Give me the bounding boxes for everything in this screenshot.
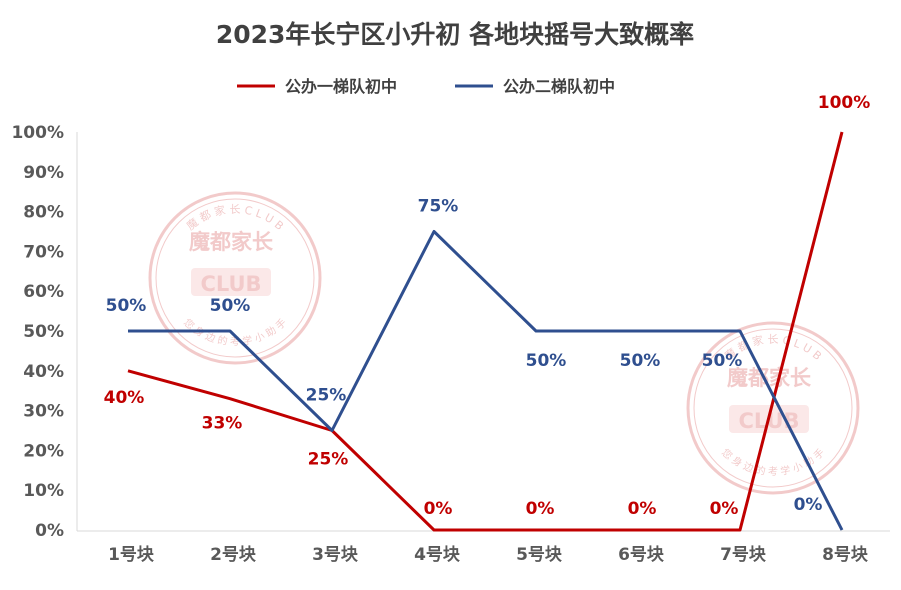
chart-title: 2023年长宁区小升初 各地块摇号大致概率 bbox=[216, 20, 694, 49]
data-label-series-2: 50% bbox=[106, 296, 147, 316]
series-line-1 bbox=[127, 131, 844, 532]
x-tick-label: 1号块 bbox=[108, 545, 155, 565]
x-tick-label: 4号块 bbox=[414, 545, 461, 565]
series-lines bbox=[127, 131, 844, 532]
y-tick-label: 90% bbox=[23, 163, 64, 183]
y-tick-label: 50% bbox=[23, 322, 64, 342]
data-label-series-1: 0% bbox=[628, 499, 657, 519]
data-label-series-2: 0% bbox=[794, 495, 823, 515]
data-label-series-2: 50% bbox=[702, 351, 743, 371]
data-label-series-2: 75% bbox=[418, 197, 459, 217]
x-tick-label: 6号块 bbox=[618, 545, 665, 565]
y-tick-label: 0% bbox=[35, 521, 64, 541]
data-label-series-1: 0% bbox=[710, 499, 739, 519]
data-label-series-2: 50% bbox=[210, 296, 251, 316]
data-label-series-2: 50% bbox=[620, 351, 661, 371]
data-label-series-1: 0% bbox=[424, 499, 453, 519]
legend: 公办一梯队初中 公办二梯队初中 bbox=[237, 77, 615, 96]
data-label-series-1: 25% bbox=[308, 450, 349, 470]
x-tick-labels: 1号块 2号块 3号块 4号块 5号块 6号块 7号块 8号块 bbox=[108, 545, 869, 565]
x-tick-label: 8号块 bbox=[822, 545, 869, 565]
data-label-series-2: 50% bbox=[526, 351, 567, 371]
data-label-series-1: 33% bbox=[202, 414, 243, 434]
y-tick-label: 30% bbox=[23, 402, 64, 422]
watermark-2-ring-bottom: 您 身 边 的 考 学 小 助 手 bbox=[719, 446, 827, 478]
x-tick-label: 7号块 bbox=[720, 545, 767, 565]
data-label-series-1: 100% bbox=[818, 93, 871, 113]
data-label-series-2: 25% bbox=[306, 386, 347, 406]
x-tick-label: 5号块 bbox=[516, 545, 563, 565]
y-tick-label: 60% bbox=[23, 282, 64, 302]
watermark-1-brand: 魔都家长 bbox=[189, 230, 274, 254]
data-labels: 40% 33% 25% 0% 0% 0% 0% 100% 50% 50% 25% 75% 50% 50% 5… bbox=[104, 93, 871, 519]
y-tick-label: 40% bbox=[23, 362, 64, 382]
x-tick-label: 3号块 bbox=[312, 545, 359, 565]
y-tick-labels: 0% 10% 20% 30% 40% 50% 60% 70% 80% 90% 100% bbox=[11, 123, 64, 541]
legend-label-series-2: 公办二梯队初中 bbox=[503, 77, 615, 96]
watermark-2: 魔 都 家 长 C L U B 您 身 边 的 考 学 小 助 手 魔都家长 C… bbox=[686, 321, 860, 495]
data-label-series-1: 40% bbox=[104, 388, 145, 408]
y-tick-label: 80% bbox=[23, 203, 64, 223]
legend-label-series-1: 公办一梯队初中 bbox=[285, 77, 397, 96]
y-tick-label: 10% bbox=[23, 481, 64, 501]
y-tick-label: 20% bbox=[23, 441, 64, 461]
x-tick-label: 2号块 bbox=[210, 545, 257, 565]
y-tick-label: 100% bbox=[11, 123, 64, 143]
y-tick-label: 70% bbox=[23, 242, 64, 262]
watermark-1-club: CLUB bbox=[200, 272, 261, 296]
series-line-2 bbox=[128, 230, 844, 531]
data-label-series-1: 0% bbox=[526, 499, 555, 519]
